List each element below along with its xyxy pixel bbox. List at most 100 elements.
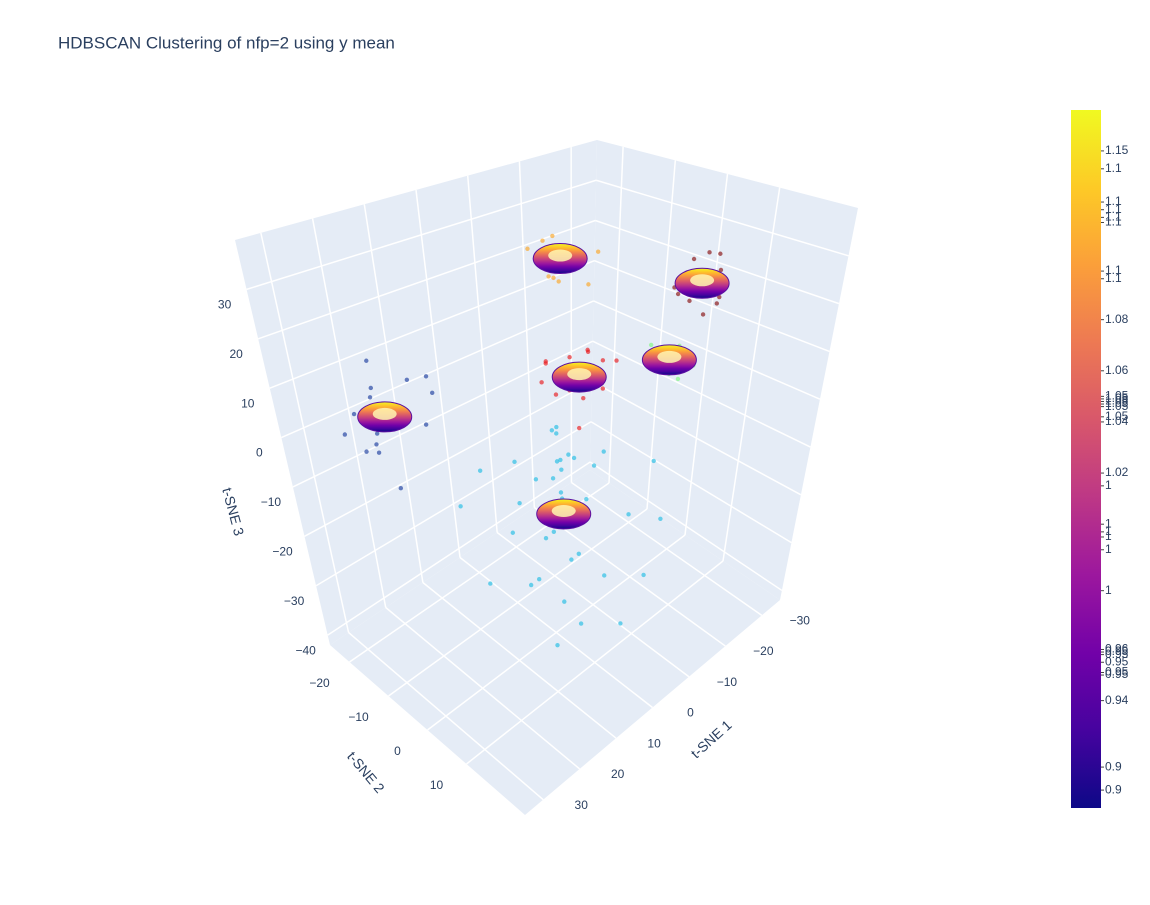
x-tick-label: −30 [790,614,811,628]
data-point [405,378,409,382]
data-point [556,279,560,283]
colorbar-tick-label: 1 [1105,478,1112,492]
data-point [649,343,653,347]
data-point [544,359,548,363]
data-point [554,425,558,429]
x-tick-label: −20 [753,644,774,658]
data-point [577,426,581,430]
data-point [537,577,541,581]
z-tick-label: −10 [261,495,282,509]
data-point [614,358,618,362]
data-point [581,396,585,400]
data-point [539,380,543,384]
data-point [602,573,606,577]
data-point [554,431,558,435]
data-point [364,449,368,453]
data-point [715,301,719,305]
data-point [551,276,555,280]
data-point [517,501,521,505]
data-point [586,282,590,286]
data-point [399,486,403,490]
y-tick-label: 0 [394,744,401,758]
mesh-hole [690,274,714,286]
x-tick-label: −10 [717,675,738,689]
data-point [676,292,680,296]
data-point [559,490,563,494]
colorbar-tick-label: 1.06 [1105,363,1129,377]
x-tick-label: 10 [647,736,661,750]
data-point [374,442,378,446]
data-point [512,460,516,464]
y-tick-label: 10 [430,778,444,792]
data-point [458,504,462,508]
mesh-hole [552,505,576,517]
colorbar-tick-label: 1.1 [1105,215,1122,229]
data-point [525,247,529,251]
data-point [529,583,533,587]
data-point [718,252,722,256]
mesh-hole [548,250,572,262]
mesh-hole [373,408,397,420]
data-point [701,312,705,316]
z-tick-label: 10 [241,396,255,410]
data-point [586,350,590,354]
data-point [430,391,434,395]
data-point [676,377,680,381]
data-point [552,530,556,534]
data-point [559,467,563,471]
colorbar-tick-label: 1.1 [1105,161,1122,175]
data-point [488,581,492,585]
chart-title: HDBSCAN Clustering of nfp=2 using y mean [58,33,395,52]
data-point [546,274,550,278]
data-point [577,552,581,556]
data-point [555,643,559,647]
colorbar-tick-label: 1.05 [1105,409,1129,423]
z-tick-label: 30 [218,298,232,312]
colorbar-tick-label: 1 [1105,583,1112,597]
data-point [352,412,356,416]
data-point [601,386,605,390]
data-point [687,299,691,303]
z-tick-label: 0 [256,446,263,460]
z-tick-label: −40 [296,643,317,657]
data-point [554,392,558,396]
data-point [596,250,600,254]
data-point [550,428,554,432]
data-point [377,451,381,455]
data-point [692,257,696,261]
data-point [592,463,596,467]
colorbar-tick-label: 1.15 [1105,143,1129,157]
x-tick-label: 30 [575,798,589,812]
z-tick-label: −20 [272,545,293,559]
data-point [364,359,368,363]
mesh-hole [567,368,591,380]
data-point [511,531,515,535]
mesh-hole [657,351,681,363]
data-point [424,422,428,426]
data-point [652,459,656,463]
data-point [478,469,482,473]
data-point [424,374,428,378]
data-point [579,621,583,625]
data-point [368,395,372,399]
colorbar-tick-label: 0.9 [1105,759,1122,773]
data-point [707,250,711,254]
data-point [569,557,573,561]
data-point [641,573,645,577]
data-point [584,497,588,501]
y-tick-label: −20 [309,676,330,690]
y-tick-label: −10 [348,710,369,724]
z-tick-label: 20 [229,347,243,361]
data-point [626,512,630,516]
data-point [550,234,554,238]
data-point [567,355,571,359]
data-point [540,239,544,243]
data-point [343,432,347,436]
data-point [369,386,373,390]
colorbar-tick-label: 0.95 [1105,667,1129,681]
data-point [534,477,538,481]
data-point [572,456,576,460]
colorbar-tick-label: 0.9 [1105,782,1122,796]
x-tick-label: 0 [687,706,694,720]
colorbar-tick-label: 0.94 [1105,693,1129,707]
